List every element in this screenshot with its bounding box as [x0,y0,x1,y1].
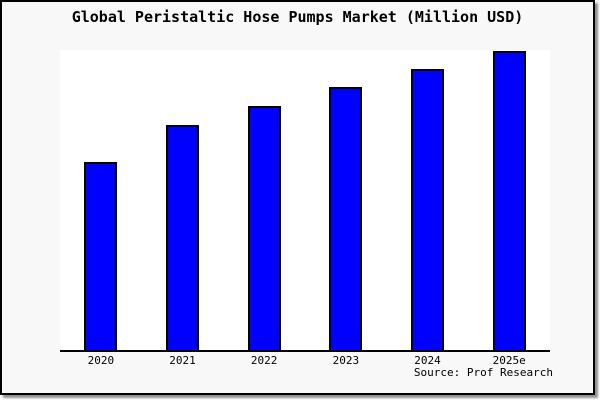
bars-container [60,50,550,350]
bar-2021 [166,125,199,350]
x-tick-2024: 2024 [414,354,441,367]
bar-2024 [411,69,445,350]
x-tick-2021: 2021 [169,354,196,367]
bar-slot-2024 [387,50,469,350]
bar-slot-2021 [142,50,224,350]
bar-2022 [247,106,281,350]
x-tick-2020: 2020 [87,354,115,367]
bar-2020 [84,162,118,350]
bar-slot-2022 [223,50,305,350]
bar-slot-2025e [468,50,550,350]
chart-title: Global Peristaltic Hose Pumps Market (Mi… [71,8,524,26]
x-tick-2022: 2022 [250,354,278,367]
x-tick-2023: 2023 [332,354,360,367]
plot-area [60,50,550,352]
bar-2023 [329,87,363,350]
bar-slot-2020 [60,50,142,350]
x-tick-2025e: 2025e [492,354,526,367]
source-credit: Source: Prof Research [413,366,553,379]
x-axis-tick-labels: 2020 2021 2022 2023 2024 2025e [60,354,550,367]
chart-frame: Global Peristaltic Hose Pumps Market (Mi… [0,0,595,395]
bar-2025e [492,50,526,350]
bar-slot-2023 [305,50,387,350]
